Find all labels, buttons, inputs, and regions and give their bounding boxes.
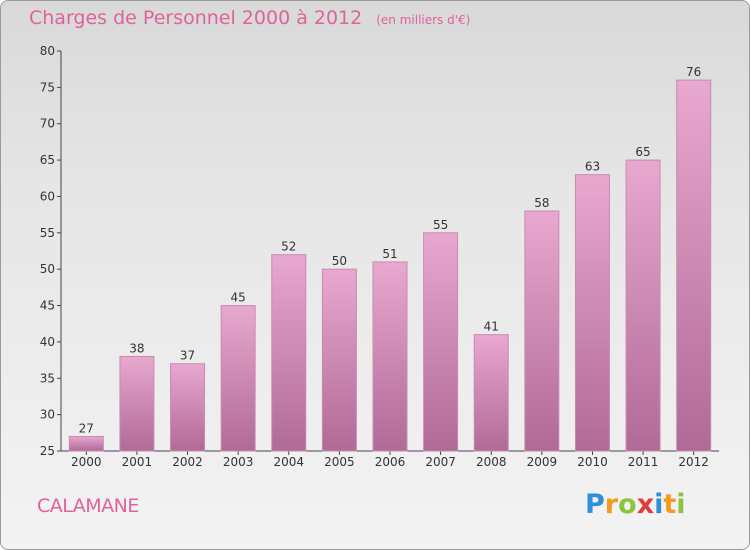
bar-value-label: 37 bbox=[180, 349, 195, 363]
bar bbox=[423, 232, 459, 452]
bar-value-label: 76 bbox=[686, 65, 701, 79]
bar bbox=[676, 79, 712, 452]
logo-letter: i bbox=[654, 489, 664, 520]
bar-value-label: 41 bbox=[484, 320, 499, 334]
logo-letter: x bbox=[636, 489, 655, 520]
logo-letter: P bbox=[585, 489, 605, 520]
bar bbox=[321, 268, 357, 452]
x-tick-label: 2004 bbox=[273, 455, 304, 469]
x-tick-label: 2006 bbox=[375, 455, 406, 469]
x-tick-label: 2012 bbox=[678, 455, 709, 469]
y-tick-label: 55 bbox=[40, 226, 55, 240]
x-tick-label: 2010 bbox=[577, 455, 608, 469]
y-tick-label: 50 bbox=[40, 262, 55, 276]
bar-value-label: 65 bbox=[635, 145, 650, 159]
y-tick-label: 70 bbox=[40, 117, 55, 131]
bar bbox=[574, 174, 610, 452]
y-tick-label: 65 bbox=[40, 153, 55, 167]
chart-subtitle: (en milliers d'€) bbox=[376, 13, 471, 27]
bar-value-label: 27 bbox=[79, 421, 94, 435]
x-tick-label: 2009 bbox=[527, 455, 558, 469]
x-tick-label: 2011 bbox=[628, 455, 659, 469]
bar-value-label: 38 bbox=[129, 341, 144, 355]
logo-letter: i bbox=[676, 489, 686, 520]
bar-value-label: 51 bbox=[382, 247, 397, 261]
title-text: Charges de Personnel 2000 à 2012 bbox=[29, 7, 363, 29]
bar bbox=[170, 363, 206, 452]
bar bbox=[372, 261, 408, 452]
bar bbox=[119, 355, 155, 452]
bar bbox=[220, 305, 256, 452]
bar bbox=[271, 254, 307, 452]
x-tick-label: 2002 bbox=[172, 455, 203, 469]
bar-value-label: 63 bbox=[585, 160, 600, 174]
y-tick-label: 40 bbox=[40, 335, 55, 349]
x-tick-label: 2007 bbox=[425, 455, 456, 469]
bar bbox=[68, 435, 104, 452]
proxiti-logo[interactable]: Proxiti bbox=[585, 489, 686, 520]
x-tick-label: 2000 bbox=[71, 455, 102, 469]
y-tick-label: 75 bbox=[40, 80, 55, 94]
bar-value-label: 52 bbox=[281, 240, 296, 254]
logo-letter: o bbox=[618, 489, 637, 520]
bar-value-label: 45 bbox=[231, 291, 246, 305]
bar-value-label: 55 bbox=[433, 218, 448, 232]
y-tick-label: 30 bbox=[40, 408, 55, 422]
x-tick-label: 2005 bbox=[324, 455, 355, 469]
bar bbox=[625, 159, 661, 452]
logo-letter: t bbox=[663, 489, 677, 520]
y-tick-label: 35 bbox=[40, 371, 55, 385]
y-tick-label: 45 bbox=[40, 299, 55, 313]
chart-title: Charges de Personnel 2000 à 2012 (en mill… bbox=[29, 7, 470, 29]
x-tick-label: 2003 bbox=[223, 455, 254, 469]
y-tick-label: 60 bbox=[40, 189, 55, 203]
bar bbox=[473, 334, 509, 452]
bar-value-label: 50 bbox=[332, 254, 347, 268]
chart-bars: 27 38 37 45 52 50 51 55 41 58 63 65 76 bbox=[68, 65, 712, 452]
place-name: CALAMANE bbox=[37, 495, 139, 517]
x-tick-label: 2008 bbox=[476, 455, 507, 469]
y-tick-label: 80 bbox=[40, 44, 55, 58]
logo-letter: r bbox=[604, 489, 619, 520]
y-tick-label: 25 bbox=[40, 444, 55, 458]
bar-value-label: 58 bbox=[534, 196, 549, 210]
bar bbox=[524, 210, 560, 452]
x-tick-label: 2001 bbox=[122, 455, 153, 469]
